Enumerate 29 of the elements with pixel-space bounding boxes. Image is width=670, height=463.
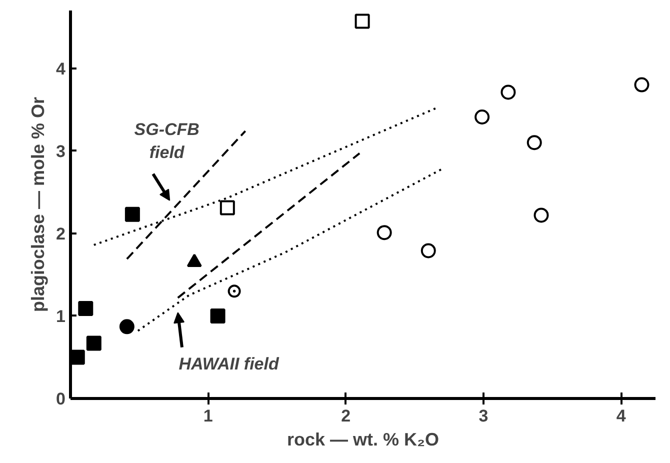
y-tick-label: 4 bbox=[56, 59, 66, 78]
x-tick-label: 2 bbox=[341, 406, 351, 426]
point bbox=[86, 336, 102, 351]
x-tick-label: 1 bbox=[203, 406, 213, 426]
point bbox=[526, 135, 542, 150]
point bbox=[634, 77, 650, 92]
point bbox=[119, 319, 134, 334]
point bbox=[500, 84, 516, 100]
annotation: HAWAII field bbox=[178, 354, 280, 374]
point bbox=[220, 200, 235, 216]
x-tick-label: 3 bbox=[478, 406, 488, 426]
point bbox=[354, 14, 370, 29]
point bbox=[78, 301, 94, 316]
y-tick-label: 0 bbox=[56, 390, 66, 408]
y-tick-label: 1 bbox=[56, 306, 66, 326]
y-axis-title: plagioclase — mole % Or bbox=[28, 96, 48, 312]
y-tick-label: 2 bbox=[56, 224, 66, 244]
point bbox=[474, 110, 490, 124]
y-tick-label: 3 bbox=[56, 142, 66, 161]
annotation: SG-CFB field bbox=[134, 120, 200, 162]
point bbox=[376, 225, 392, 240]
point bbox=[70, 350, 85, 365]
point bbox=[124, 206, 140, 222]
point bbox=[420, 243, 436, 258]
point bbox=[534, 208, 549, 223]
point bbox=[228, 284, 241, 298]
x-tick-label: 4 bbox=[616, 406, 626, 426]
point bbox=[210, 308, 226, 324]
x-axis-title: rock — wt. % K₂O bbox=[286, 430, 440, 450]
